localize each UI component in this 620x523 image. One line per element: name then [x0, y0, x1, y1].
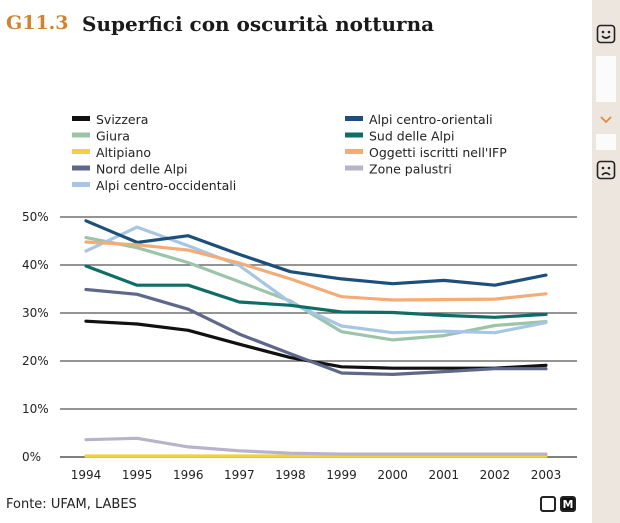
m-icon-label: M — [562, 497, 574, 511]
side-panel — [592, 0, 620, 523]
legend-label: Oggetti iscritti nell'IFP — [369, 145, 507, 160]
x-tick-label: 1996 — [173, 468, 204, 482]
figure-header: G11.3 Superfici con oscurità notturna — [0, 10, 590, 40]
legend-swatch — [72, 182, 90, 187]
legend-label: Alpi centro-occidentali — [96, 178, 236, 193]
legend-swatch — [345, 149, 363, 154]
chevron-down-icon[interactable] — [596, 110, 616, 130]
legend-label: Giura — [96, 129, 130, 144]
series-line — [84, 219, 548, 287]
series-line — [84, 436, 548, 456]
legend-label: Nord delle Alpi — [96, 162, 188, 177]
legend-swatch — [72, 149, 90, 154]
legend-swatch — [345, 116, 363, 121]
x-tick-label: 2003 — [531, 468, 562, 482]
line-chart: 0% 10% 20% 30% 40% 50% 1994 1995 1996 1997 1998 199… — [22, 112, 577, 482]
legend-swatch — [72, 132, 90, 138]
legend-swatch — [345, 132, 363, 138]
smiley-happy-icon[interactable] — [596, 24, 616, 44]
y-tick-label: 40% — [22, 258, 49, 272]
bookmark-icon[interactable] — [540, 496, 556, 512]
chart-area: 0% 10% 20% 30% 40% 50% 1994 1995 1996 1997 1998 199… — [0, 100, 590, 490]
smiley-sad-icon[interactable] — [596, 160, 616, 180]
figure-title: Superfici con oscurità notturna — [82, 12, 435, 36]
series-line — [84, 225, 548, 335]
m-icon[interactable]: M — [560, 496, 576, 512]
legend-label: Alpi centro-orientali — [369, 112, 493, 127]
legend-label: Svizzera — [96, 112, 148, 127]
legend-label: Zone palustri — [369, 162, 452, 177]
legend-label: Altipiano — [96, 145, 151, 160]
footer-icons: M — [540, 496, 576, 512]
figure-id: G11.3 — [6, 12, 69, 34]
panel-slot — [596, 56, 616, 102]
y-tick-label: 50% — [22, 210, 49, 224]
panel-slot-2 — [596, 134, 616, 150]
series-line — [84, 287, 548, 376]
x-tick-label: 2001 — [429, 468, 460, 482]
y-tick-label: 0% — [22, 450, 41, 464]
legend-swatch — [345, 165, 363, 171]
legend-swatch — [72, 116, 90, 121]
source-note: Fonte: UFAM, LABES — [6, 497, 137, 512]
x-tick-label: 2000 — [377, 468, 408, 482]
x-tick-label: 1998 — [275, 468, 306, 482]
x-tick-label: 1997 — [224, 468, 255, 482]
x-tick-label: 1994 — [71, 468, 102, 482]
series-line — [84, 264, 548, 319]
x-tick-label: 1995 — [122, 468, 153, 482]
y-tick-label: 20% — [22, 354, 49, 368]
x-tick-label: 2002 — [480, 468, 511, 482]
x-tick-label: 1999 — [326, 468, 357, 482]
y-tick-label: 10% — [22, 402, 49, 416]
series-line — [84, 240, 548, 302]
legend-label: Sud delle Alpi — [369, 129, 454, 144]
legend-swatch — [72, 165, 90, 171]
y-tick-label: 30% — [22, 306, 49, 320]
